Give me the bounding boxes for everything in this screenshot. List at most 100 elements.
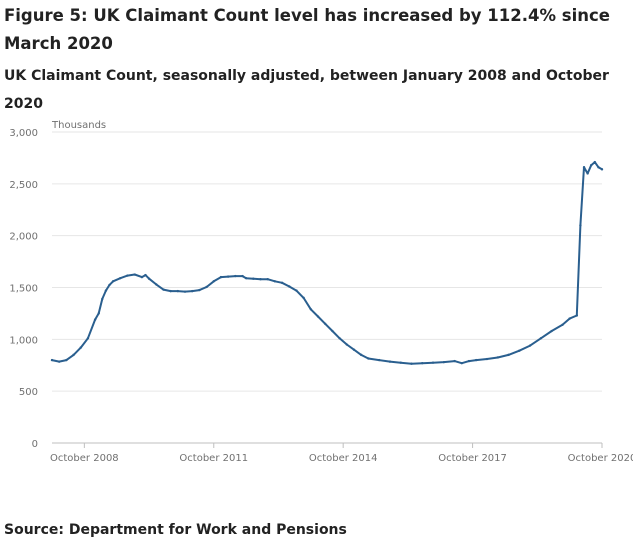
- data-point: [467, 359, 471, 363]
- data-point: [119, 276, 122, 280]
- data-point: [600, 168, 604, 171]
- data-point: [442, 360, 446, 364]
- data-point: [568, 317, 571, 320]
- data-point: [507, 353, 510, 357]
- data-point: [126, 274, 129, 277]
- y-tick-label: 2,000: [9, 232, 38, 243]
- data-point: [586, 172, 589, 175]
- data-point: [309, 308, 313, 311]
- y-gridlines: [52, 131, 602, 392]
- data-point: [582, 166, 586, 169]
- data-point: [388, 360, 392, 363]
- data-point: [266, 278, 269, 281]
- data-point: [561, 323, 564, 327]
- y-tick-label: 0: [32, 439, 38, 450]
- y-tick-label: 3,000: [9, 128, 38, 139]
- data-point: [288, 285, 291, 288]
- data-point: [104, 289, 108, 292]
- data-point: [485, 357, 489, 361]
- data-point: [302, 296, 305, 300]
- data-point: [460, 361, 464, 365]
- data-point: [212, 280, 215, 283]
- data-point: [474, 358, 478, 362]
- data-point: [140, 275, 144, 279]
- data-point: [72, 353, 75, 357]
- data-point: [155, 283, 158, 286]
- data-point: [377, 358, 381, 362]
- data-point: [410, 362, 413, 365]
- data-point: [79, 346, 82, 349]
- data-point: [579, 224, 582, 227]
- data-point: [133, 273, 136, 276]
- data-point: [597, 166, 600, 169]
- data-point: [50, 358, 54, 362]
- data-point: [65, 358, 68, 362]
- data-point: [280, 281, 284, 285]
- data-point: [219, 275, 223, 279]
- data-point: [205, 285, 208, 289]
- x-tick-label: October 2011: [179, 453, 248, 464]
- data-point: [101, 297, 104, 301]
- data-point: [244, 276, 248, 280]
- series-line: [51, 161, 603, 365]
- data-point: [421, 361, 424, 365]
- figure-subtitle: UK Claimant Count, seasonally adjusted, …: [4, 68, 609, 112]
- y-axis-unit-label: Thousands: [51, 120, 106, 131]
- data-point: [190, 289, 194, 293]
- data-point: [86, 337, 90, 340]
- data-point: [93, 318, 97, 321]
- data-point: [324, 322, 327, 325]
- y-tick-label: 1,000: [9, 335, 38, 346]
- data-point: [352, 348, 356, 351]
- data-point: [111, 280, 115, 283]
- data-point: [198, 288, 201, 292]
- data-point: [528, 344, 532, 347]
- data-point: [345, 343, 348, 346]
- x-tick-label: October 2017: [438, 453, 507, 464]
- data-point: [183, 290, 187, 293]
- data-point: [359, 353, 363, 357]
- data-point: [550, 329, 553, 333]
- data-point: [518, 349, 521, 352]
- data-point: [496, 356, 499, 359]
- figure-title: Figure 5: UK Claimant Count level has in…: [4, 6, 610, 53]
- data-point: [367, 357, 370, 360]
- y-tick-label: 500: [19, 387, 38, 398]
- x-ticks: [83, 443, 603, 448]
- data-point: [539, 337, 543, 340]
- data-point: [575, 314, 579, 317]
- data-point: [169, 289, 172, 293]
- data-point: [453, 359, 456, 363]
- data-point: [331, 329, 334, 333]
- data-points: [50, 160, 604, 365]
- data-point: [108, 283, 111, 287]
- data-point: [241, 274, 244, 278]
- data-point: [226, 275, 230, 278]
- data-point: [273, 280, 277, 283]
- data-point: [57, 360, 61, 363]
- data-point: [176, 289, 180, 293]
- x-tick-label: October 2020: [568, 453, 633, 464]
- data-point: [316, 315, 320, 318]
- data-point: [295, 289, 298, 292]
- data-point: [234, 274, 237, 278]
- data-point: [97, 312, 100, 315]
- source-note: Source: Department for Work and Pensions: [4, 522, 347, 538]
- data-point: [399, 361, 402, 364]
- data-point: [590, 163, 593, 167]
- x-tick-labels: October 2008 October 2011 October 2014 Octo…: [50, 453, 633, 464]
- y-tick-labels: 0 500 1,000 1,500 2,000 2,500 3,000: [9, 128, 38, 450]
- data-point: [144, 273, 147, 277]
- data-point: [593, 160, 597, 164]
- data-point: [162, 288, 165, 291]
- x-tick-label: October 2014: [309, 453, 378, 464]
- data-point: [431, 361, 435, 364]
- data-point: [338, 337, 341, 340]
- y-tick-label: 1,500: [9, 284, 38, 295]
- x-tick-label: October 2008: [50, 453, 119, 464]
- data-point: [147, 277, 151, 280]
- data-point: [252, 277, 255, 280]
- y-tick-label: 2,500: [9, 180, 38, 191]
- data-point: [259, 278, 262, 281]
